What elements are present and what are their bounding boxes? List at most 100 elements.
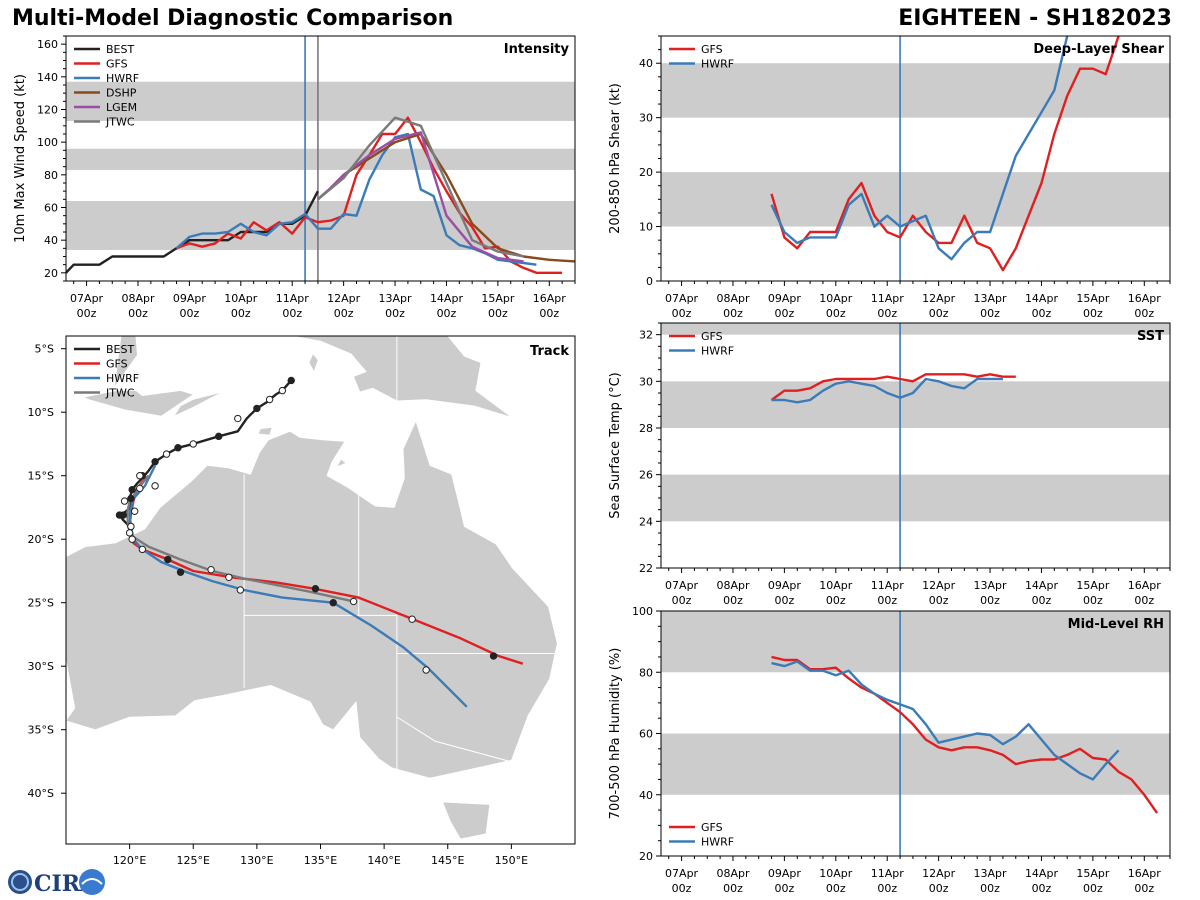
x-tick-label: 10Apr	[224, 292, 258, 305]
x-tick-label: 07Apr	[665, 579, 699, 592]
y-tick-label: 40	[44, 234, 58, 247]
x-tick-sublabel: 00z	[1032, 882, 1052, 895]
y-tick-label: 0	[646, 275, 653, 288]
y-tick-label: 20	[639, 850, 653, 863]
legend-label-gfs: GFS	[106, 58, 128, 71]
y-tick-label: 10	[639, 221, 653, 234]
track-marker-hwrf	[329, 599, 337, 607]
state-border	[396, 716, 511, 762]
badge-icon	[79, 869, 105, 895]
shaded-band	[661, 733, 1170, 795]
x-tick-label: 08Apr	[716, 867, 750, 880]
y-tick-label: 20	[639, 166, 653, 179]
panel-title: Track	[530, 344, 569, 359]
x-tick-label: 12Apr	[922, 292, 956, 305]
x-tick-label: 13Apr	[974, 867, 1008, 880]
y-tick-label: 80	[639, 666, 653, 679]
x-tick-sublabel: 00z	[1083, 594, 1103, 607]
x-tick-label: 13Apr	[974, 292, 1008, 305]
lat-tick-label: 35°S	[28, 724, 54, 737]
legend: GFS HWRF	[669, 330, 734, 358]
x-tick-label: 13Apr	[379, 292, 413, 305]
x-tick-sublabel: 00z	[980, 307, 1000, 320]
landmass	[257, 427, 273, 436]
x-tick-label: 09Apr	[768, 292, 802, 305]
x-tick-sublabel: 00z	[1083, 882, 1103, 895]
lon-tick-label: 135°E	[304, 854, 337, 867]
x-tick-sublabel: 00z	[334, 307, 354, 320]
shaded-band	[661, 381, 1170, 428]
legend: GFS HWRF	[669, 821, 734, 849]
y-tick-label: 100	[37, 136, 58, 149]
x-tick-label: 08Apr	[716, 579, 750, 592]
panel-track: 120°E 125°E 130°E 135°E 140°E 145°E 150°E 5°S 10…	[28, 325, 576, 867]
x-tick-label: 10Apr	[819, 292, 853, 305]
plot-area-shear	[661, 36, 1170, 281]
x-tick-label: 12Apr	[922, 579, 956, 592]
x-tick-label: 09Apr	[768, 579, 802, 592]
y-tick-label: 30	[639, 375, 653, 388]
panel-title: Intensity	[504, 42, 570, 57]
x-tick-sublabel: 00z	[723, 594, 743, 607]
track-marker-jtwc	[125, 529, 134, 537]
legend-label-jtwc: JTWC	[105, 387, 135, 400]
panel-shear: 07Apr 00z 08Apr 00z 09Apr 00z 10Apr 00z 11Apr 00z…	[608, 35, 1171, 320]
track-marker-gfs	[164, 555, 172, 564]
panel-title: SST	[1137, 329, 1164, 344]
plot-area-rh	[661, 611, 1170, 856]
x-tick-label: 11Apr	[871, 579, 905, 592]
landmass	[114, 336, 138, 387]
lon-tick-label: 120°E	[113, 854, 146, 867]
track-marker-jtwc	[120, 497, 129, 505]
landmass	[292, 336, 512, 418]
lat-tick-label: 15°S	[28, 470, 54, 483]
x-tick-label: 11Apr	[276, 292, 310, 305]
track-marker-gfs	[408, 615, 416, 623]
track-marker-gfs	[311, 585, 320, 593]
y-tick-label: 160	[37, 38, 58, 51]
lat-tick-label: 20°S	[28, 533, 54, 546]
track-marker-hwrf	[131, 507, 139, 515]
x-tick-sublabel: 00z	[1083, 307, 1103, 320]
storm-id-title: EIGHTEEN - SH182023	[898, 6, 1172, 31]
x-tick-label: 10Apr	[819, 579, 853, 592]
y-tick-label: 20	[44, 267, 58, 280]
lat-tick-label: 30°S	[28, 660, 54, 673]
x-tick-sublabel: 00z	[826, 594, 846, 607]
y-tick-label: 26	[639, 469, 653, 482]
legend-label-hwrf: HWRF	[701, 345, 734, 358]
x-tick-label: 15Apr	[1076, 292, 1110, 305]
series-line-hwrf	[175, 132, 537, 266]
shaded-band	[66, 200, 575, 250]
y-axis-label: Sea Surface Temp (°C)	[608, 372, 623, 519]
x-tick-label: 13Apr	[974, 579, 1008, 592]
x-tick-sublabel: 00z	[1134, 882, 1154, 895]
landmass	[308, 353, 319, 373]
landmass	[442, 801, 491, 840]
x-tick-label: 16Apr	[1128, 292, 1162, 305]
x-tick-sublabel: 00z	[723, 307, 743, 320]
y-tick-label: 80	[44, 169, 58, 182]
legend-label-gfs: GFS	[701, 43, 723, 56]
legend-label-hwrf: HWRF	[106, 72, 139, 85]
track-marker-best	[151, 458, 159, 466]
x-tick-sublabel: 00z	[826, 882, 846, 895]
x-tick-sublabel: 00z	[1032, 594, 1052, 607]
x-tick-sublabel: 00z	[929, 882, 949, 895]
cira-logo: CIRA	[8, 869, 105, 897]
x-tick-sublabel: 00z	[929, 594, 949, 607]
track-marker-jtwc	[136, 484, 144, 493]
series-line-gfs	[770, 373, 1016, 401]
x-tick-label: 15Apr	[481, 292, 515, 305]
track-marker-hwrf	[422, 666, 430, 674]
y-tick-label: 140	[37, 71, 58, 84]
x-tick-label: 11Apr	[871, 292, 905, 305]
panel-rh: 07Apr 00z 08Apr 00z 09Apr 00z 10Apr 00z 11Apr 00z…	[608, 605, 1171, 895]
landmass	[206, 325, 221, 335]
x-tick-sublabel: 00z	[539, 307, 559, 320]
plot-area-intensity	[66, 36, 575, 281]
x-tick-label: 07Apr	[665, 867, 699, 880]
lat-tick-label: 5°S	[35, 343, 54, 356]
